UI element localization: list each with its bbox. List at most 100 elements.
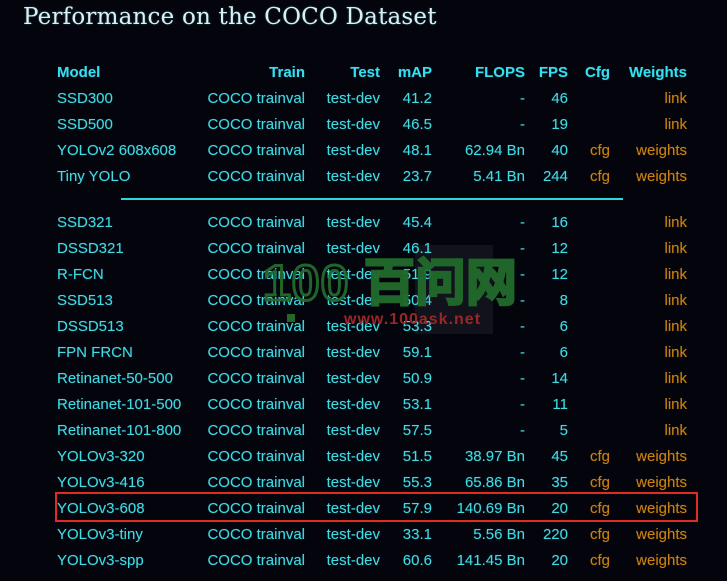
link-link[interactable]: link (664, 213, 687, 231)
table-row: Retinanet-101-800 COCO trainval test-dev 57… (57, 417, 687, 443)
link-link[interactable]: link (664, 395, 687, 413)
weights-link[interactable]: weights (636, 551, 687, 569)
header-row: Model Train Test mAP FLOPS FPS Cfg Weights (57, 59, 687, 85)
cell-flops: - (520, 421, 525, 439)
cell-cfg (568, 287, 610, 313)
link-link[interactable]: link (664, 421, 687, 439)
link-link[interactable]: link (664, 265, 687, 283)
cell-flops: 5.41 Bn (473, 167, 525, 185)
cell-map: 46.1 (402, 239, 432, 257)
cell-test: test-dev (326, 167, 380, 185)
table-row: R-FCN COCO trainval test-dev 51.9 - 12 link (57, 261, 687, 287)
cell-fps: 220 (542, 525, 568, 543)
cell-model: Retinanet-101-800 (57, 421, 182, 439)
cell-test: test-dev (326, 525, 380, 543)
cfg-link[interactable]: cfg (589, 473, 610, 491)
cell-test: test-dev (326, 213, 380, 231)
weights-link[interactable]: weights (636, 447, 687, 465)
cell-fps: 5 (559, 421, 568, 439)
cell-fps: 11 (552, 395, 568, 413)
cell-flops: 65.86 Bn (464, 473, 525, 491)
cell-test: test-dev (326, 89, 380, 107)
coco-performance-table: Model Train Test mAP FLOPS FPS Cfg Weights SSD3… (57, 59, 687, 573)
cell-test: test-dev (326, 115, 380, 133)
cell-test: test-dev (326, 239, 380, 257)
cfg-link[interactable]: cfg (589, 167, 610, 185)
link-link[interactable]: link (664, 369, 687, 387)
cell-map: 51.5 (402, 447, 432, 465)
cell-map: 57.5 (402, 421, 432, 439)
cell-train: COCO trainval (207, 499, 305, 517)
cell-model: YOLOv2 608x608 (57, 141, 177, 159)
weights-link[interactable]: weights (636, 499, 687, 517)
divider-line (121, 198, 623, 200)
weights-link[interactable]: weights (636, 473, 687, 491)
cell-test: test-dev (326, 551, 380, 569)
cell-flops: - (520, 265, 525, 283)
table-row: Retinanet-50-500 COCO trainval test-dev 50.… (57, 365, 687, 391)
cell-fps: 6 (559, 317, 568, 335)
cell-test: test-dev (326, 473, 380, 491)
cell-map: 59.1 (402, 343, 432, 361)
cell-train: COCO trainval (207, 89, 305, 107)
cell-train: COCO trainval (207, 115, 305, 133)
column-header-model: Model (57, 63, 101, 81)
cell-fps: 45 (551, 447, 568, 465)
column-header-cfg: Cfg (585, 63, 610, 81)
link-link[interactable]: link (664, 343, 687, 361)
cell-model: DSSD513 (57, 317, 124, 335)
link-link[interactable]: link (664, 115, 687, 133)
cell-map: 51.9 (402, 265, 432, 283)
cell-fps: 8 (559, 291, 568, 309)
cell-train: COCO trainval (207, 317, 305, 335)
cell-train: COCO trainval (207, 167, 305, 185)
cell-model: DSSD321 (57, 239, 124, 257)
cell-train: COCO trainval (207, 447, 305, 465)
link-link[interactable]: link (664, 239, 687, 257)
cfg-link[interactable]: cfg (589, 499, 610, 517)
cell-model: YOLOv3-320 (57, 447, 145, 465)
cell-train: COCO trainval (207, 291, 305, 309)
cell-fps: 46 (551, 89, 568, 107)
table-row: YOLOv3-spp COCO trainval test-dev 60.6 141.4… (57, 547, 687, 573)
cell-cfg (568, 235, 610, 261)
section-divider (57, 189, 687, 209)
column-header-weights: Weights (628, 63, 687, 81)
link-link[interactable]: link (664, 89, 687, 107)
table-row: DSSD513 COCO trainval test-dev 53.3 - 6 link (57, 313, 687, 339)
table-row: SSD321 COCO trainval test-dev 45.4 - 16 link (57, 209, 687, 235)
link-link[interactable]: link (664, 291, 687, 309)
cell-map: 50.9 (402, 369, 432, 387)
cell-fps: 40 (551, 141, 568, 159)
cell-model: SSD513 (57, 291, 113, 309)
cell-fps: 12 (551, 239, 568, 257)
cfg-link[interactable]: cfg (589, 447, 610, 465)
column-header-train: Train (269, 63, 305, 81)
cell-flops: 141.45 Bn (456, 551, 525, 569)
cfg-link[interactable]: cfg (589, 551, 610, 569)
cell-test: test-dev (326, 421, 380, 439)
cell-flops: - (520, 395, 525, 413)
table-header: Model Train Test mAP FLOPS FPS Cfg Weights (57, 59, 687, 85)
weights-link[interactable]: weights (636, 141, 687, 159)
cell-cfg (568, 261, 610, 287)
cell-train: COCO trainval (207, 369, 305, 387)
cell-train: COCO trainval (207, 265, 305, 283)
cell-train: COCO trainval (207, 525, 305, 543)
cell-flops: - (520, 369, 525, 387)
cell-model: SSD321 (57, 213, 113, 231)
table-row: YOLOv2 608x608 COCO trainval test-dev 48.1 6… (57, 137, 687, 163)
cell-test: test-dev (326, 395, 380, 413)
cell-model: Retinanet-50-500 (57, 369, 173, 387)
cfg-link[interactable]: cfg (589, 141, 610, 159)
weights-link[interactable]: weights (636, 167, 687, 185)
cell-cfg (568, 209, 610, 235)
table-row: FPN FRCN COCO trainval test-dev 59.1 - 6 link (57, 339, 687, 365)
cfg-link[interactable]: cfg (589, 525, 610, 543)
cell-train: COCO trainval (207, 421, 305, 439)
cell-test: test-dev (326, 291, 380, 309)
link-link[interactable]: link (664, 317, 687, 335)
weights-link[interactable]: weights (636, 525, 687, 543)
cell-map: 50.4 (402, 291, 432, 309)
cell-train: COCO trainval (207, 551, 305, 569)
